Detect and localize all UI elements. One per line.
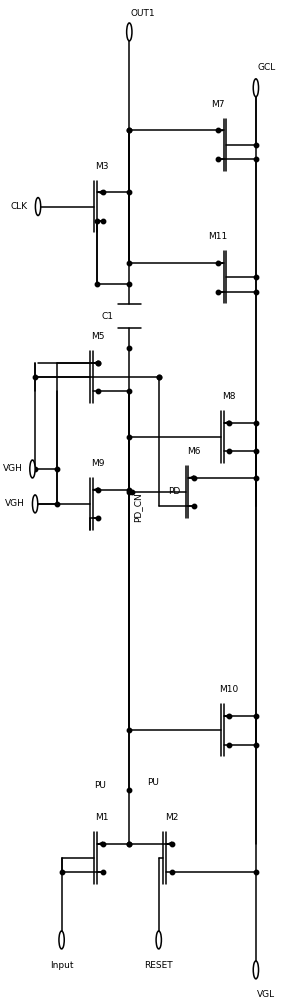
Text: PU: PU — [147, 778, 159, 787]
Circle shape — [253, 961, 258, 979]
Text: PD: PD — [168, 487, 180, 496]
Circle shape — [156, 931, 161, 949]
Text: CLK: CLK — [11, 202, 28, 211]
Text: PD_CN: PD_CN — [133, 493, 142, 522]
Text: VGH: VGH — [5, 499, 25, 508]
Text: RESET: RESET — [145, 961, 173, 970]
Text: VGL: VGL — [257, 990, 275, 999]
Text: C1: C1 — [101, 312, 113, 321]
Text: M6: M6 — [187, 447, 200, 456]
Text: M9: M9 — [91, 459, 105, 468]
Text: M1: M1 — [95, 813, 109, 822]
Circle shape — [30, 460, 35, 478]
Text: M8: M8 — [222, 392, 235, 401]
Circle shape — [253, 79, 258, 97]
Circle shape — [35, 198, 41, 216]
Text: OUT1: OUT1 — [131, 9, 155, 18]
Text: Input: Input — [50, 961, 73, 970]
Text: M11: M11 — [208, 232, 228, 241]
Text: M5: M5 — [91, 332, 105, 341]
Text: M7: M7 — [211, 100, 225, 109]
Circle shape — [32, 495, 38, 513]
Text: VGH: VGH — [3, 464, 23, 473]
Circle shape — [59, 931, 64, 949]
Text: M2: M2 — [165, 813, 178, 822]
Text: M3: M3 — [95, 162, 109, 171]
Circle shape — [127, 23, 132, 41]
Text: M10: M10 — [219, 685, 238, 694]
Text: GCL: GCL — [257, 63, 276, 72]
Text: PU: PU — [94, 781, 106, 790]
